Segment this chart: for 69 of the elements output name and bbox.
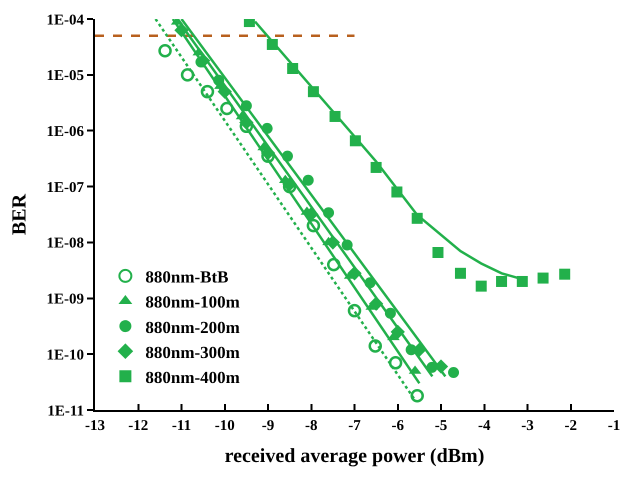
x-tick-label: -8	[305, 418, 318, 434]
legend-label: 880nm-200m	[145, 318, 240, 337]
x-tick-label: -4	[478, 418, 491, 434]
point	[200, 84, 214, 98]
point	[282, 150, 293, 162]
x-tick-label: -5	[434, 418, 448, 434]
x-tick-label: -2	[564, 418, 577, 434]
point	[213, 74, 224, 86]
point	[391, 186, 402, 198]
point	[538, 272, 549, 284]
point	[308, 86, 319, 98]
point	[350, 135, 361, 146]
point	[388, 356, 402, 370]
x-tick-label: -9	[262, 418, 274, 434]
y-tick-label: 1E-11	[47, 403, 84, 420]
x-tick-label: -11	[172, 418, 192, 434]
x-tick-label: -3	[521, 418, 534, 434]
point	[410, 388, 424, 402]
y-axis-title: BER	[8, 193, 30, 236]
point	[282, 177, 297, 192]
point	[330, 110, 341, 122]
point	[262, 122, 273, 134]
y-tick-label: 1E-08	[46, 236, 84, 252]
point	[476, 280, 487, 292]
point	[347, 266, 362, 280]
y-tick-label: 1E-07	[46, 180, 84, 196]
point	[516, 276, 528, 287]
point	[306, 218, 320, 232]
point	[384, 308, 396, 319]
x-tick-label: -10	[214, 418, 235, 434]
point	[559, 268, 570, 280]
x-tick-label: -7	[348, 418, 362, 434]
point	[218, 84, 232, 99]
point	[266, 38, 278, 50]
x-tick-label: -6	[392, 418, 404, 434]
legend-label: 880nm-100m	[145, 292, 240, 312]
point	[412, 212, 423, 224]
point	[287, 62, 298, 74]
point	[364, 277, 376, 288]
y-tick-label: 1E-05	[46, 68, 84, 84]
y-tick-label: 1E-10	[46, 347, 84, 364]
legend-label: 880nm-BtB	[145, 268, 229, 287]
point	[370, 162, 382, 173]
point	[454, 268, 466, 279]
point	[432, 247, 444, 258]
point	[390, 324, 405, 340]
point	[158, 44, 172, 58]
point	[326, 258, 340, 272]
point	[174, 23, 189, 38]
point	[496, 276, 508, 287]
point	[368, 296, 384, 311]
y-tick-label: 1E-09	[46, 292, 84, 308]
point	[180, 68, 194, 82]
y-tick-label: 1E-06	[46, 124, 84, 140]
legend-label: 880nm-400m	[145, 368, 240, 387]
point	[240, 100, 252, 112]
x-axis-title: received average power (dBm)	[224, 445, 484, 467]
point	[220, 102, 234, 116]
x-tick-label: -1	[608, 418, 620, 434]
x-tick-label: -13	[85, 418, 105, 434]
point	[368, 339, 382, 353]
x-tick-label: -12	[128, 418, 148, 434]
point	[302, 174, 314, 186]
point	[348, 304, 362, 318]
point	[342, 239, 353, 250]
y-tick-label: 1E-04	[46, 12, 84, 28]
point	[323, 207, 334, 218]
point	[448, 366, 460, 378]
legend-label: 880nm-300m	[145, 342, 240, 362]
